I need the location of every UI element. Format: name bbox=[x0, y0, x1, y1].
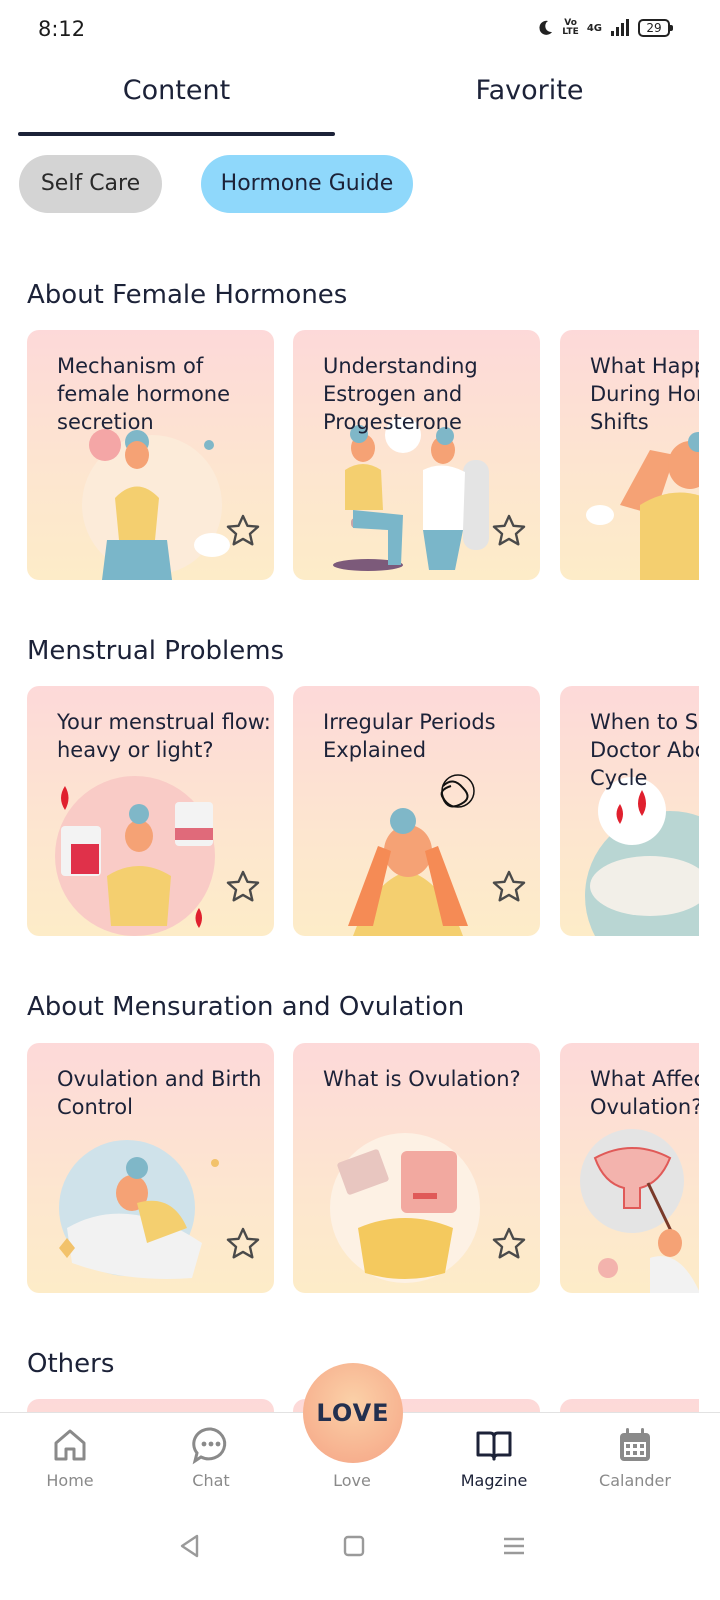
system-nav-bar bbox=[0, 1512, 720, 1600]
tab-favorite[interactable]: Favorite bbox=[475, 75, 584, 106]
network-type: 4G bbox=[586, 22, 602, 34]
article-card[interactable]: Your menstrual flow: heavy or light? bbox=[27, 686, 274, 936]
card-title: Understanding Estrogen and Progesterone bbox=[323, 354, 478, 434]
hormone-secretion-illustration bbox=[82, 429, 230, 580]
menstrual-flow-illustration bbox=[55, 776, 215, 936]
love-button[interactable]: LOVE bbox=[303, 1363, 403, 1463]
battery-level: 29 bbox=[646, 21, 662, 35]
moon-icon bbox=[539, 20, 553, 35]
article-card[interactable]: Mechanism of female hormone secretion bbox=[27, 330, 274, 580]
card-title: Irregular Periods Explained bbox=[323, 710, 496, 762]
article-card[interactable]: What is Ovulation? bbox=[293, 1043, 540, 1293]
battery-icon: 29 bbox=[638, 19, 673, 37]
article-card[interactable] bbox=[27, 1399, 274, 1413]
irregular-periods-illustration bbox=[348, 774, 475, 936]
chip-hormone-guide[interactable]: Hormone Guide bbox=[201, 155, 413, 213]
article-card[interactable]: Understanding Estrogen and Progesterone bbox=[293, 330, 540, 580]
uterus-illustration bbox=[580, 1129, 699, 1293]
nav-label: Magzine bbox=[460, 1471, 528, 1490]
card-title: Your menstrual flow: heavy or light? bbox=[57, 710, 271, 762]
favorite-star-icon[interactable] bbox=[490, 512, 528, 550]
home-button-icon[interactable] bbox=[340, 1532, 368, 1560]
section-title: Menstrual Problems bbox=[27, 636, 285, 666]
top-tabs: Content Favorite bbox=[18, 62, 708, 136]
card-title: Ovulation and Birth Control bbox=[57, 1067, 262, 1119]
doctor-cycle-illustration bbox=[585, 777, 699, 936]
card-title: What Affec Ovulation? bbox=[590, 1067, 699, 1119]
nav-item-chat[interactable]: Chat bbox=[151, 1425, 271, 1490]
nav-item-calendar[interactable]: Calander bbox=[575, 1425, 695, 1490]
status-bar: 8:12 Vo LTE 4G 29 bbox=[0, 0, 720, 62]
favorite-star-icon[interactable] bbox=[490, 868, 528, 906]
nav-label: Calander bbox=[599, 1471, 671, 1490]
article-card[interactable]: When to Se Doctor Abo Cycle bbox=[560, 686, 699, 936]
nav-label: Love bbox=[333, 1471, 371, 1490]
back-icon[interactable] bbox=[176, 1532, 204, 1560]
category-chips: Self Care Hormone Guide bbox=[19, 155, 413, 213]
card-title: When to Se Doctor Abo Cycle bbox=[590, 710, 699, 790]
nav-item-love[interactable]: Love bbox=[292, 1425, 412, 1490]
nav-label: Home bbox=[46, 1471, 94, 1490]
card-title: Mechanism of female hormone secretion bbox=[57, 354, 231, 434]
article-card[interactable]: What Affec Ovulation? bbox=[560, 1043, 699, 1293]
chat-icon bbox=[192, 1427, 227, 1465]
card-row: Mechanism of female hormone secretion Un… bbox=[0, 330, 699, 582]
section-title: Others bbox=[27, 1349, 115, 1379]
article-card[interactable]: Ovulation and Birth Control bbox=[27, 1043, 274, 1293]
article-card[interactable]: Irregular Periods Explained bbox=[293, 686, 540, 936]
section-title: About Female Hormones bbox=[27, 280, 348, 310]
chip-self-care[interactable]: Self Care bbox=[19, 155, 162, 213]
volte-icon: Vo LTE bbox=[562, 18, 579, 37]
card-row: Ovulation and Birth Control What is Ovul… bbox=[0, 1043, 699, 1295]
favorite-star-icon[interactable] bbox=[224, 512, 262, 550]
favorite-star-icon[interactable] bbox=[224, 868, 262, 906]
nav-item-magazine[interactable]: Magzine bbox=[434, 1425, 554, 1490]
card-row: Your menstrual flow: heavy or light? Irr… bbox=[0, 686, 699, 938]
book-icon bbox=[476, 1431, 512, 1461]
ovulation-pouch-illustration bbox=[330, 1133, 480, 1283]
birth-control-illustration bbox=[59, 1140, 219, 1279]
card-title: What Happ During Hor Shifts bbox=[590, 354, 699, 434]
card-title: What is Ovulation? bbox=[323, 1067, 521, 1091]
status-icons: Vo LTE 4G 29 bbox=[536, 18, 673, 37]
article-card[interactable]: What Happ During Hor Shifts bbox=[560, 330, 699, 580]
favorite-star-icon[interactable] bbox=[490, 1225, 528, 1263]
status-time: 8:12 bbox=[38, 17, 86, 41]
estrogen-consultation-illustration bbox=[333, 417, 489, 571]
calendar-icon bbox=[620, 1428, 650, 1461]
home-icon bbox=[54, 1429, 86, 1461]
signal-icon bbox=[611, 19, 629, 36]
nav-label: Chat bbox=[192, 1471, 230, 1490]
favorite-star-icon[interactable] bbox=[224, 1225, 262, 1263]
menu-icon[interactable] bbox=[500, 1532, 528, 1560]
nav-item-home[interactable]: Home bbox=[10, 1425, 130, 1490]
article-card[interactable] bbox=[560, 1399, 699, 1413]
tab-content[interactable]: Content bbox=[18, 62, 335, 136]
hormone-shifts-illustration bbox=[586, 432, 699, 580]
section-title: About Mensuration and Ovulation bbox=[27, 992, 465, 1022]
